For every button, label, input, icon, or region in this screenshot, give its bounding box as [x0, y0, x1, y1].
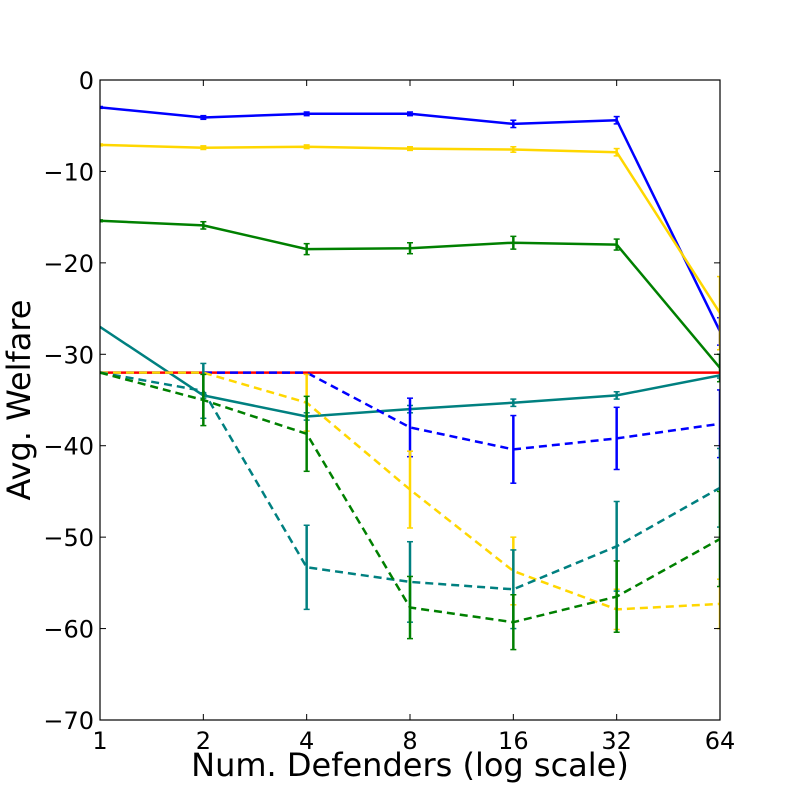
x-tick-label: 1	[92, 727, 107, 755]
y-axis-title: Avg. Welfare	[0, 300, 38, 501]
y-tick-label: −10	[43, 158, 94, 186]
x-tick-label: 8	[402, 727, 417, 755]
y-tick-label: 0	[79, 67, 94, 95]
ticks-layer: 1 2 4 8 16 32 64 0 −10 −20 −30 −40 −50 −60 −70	[43, 67, 735, 755]
plot-frame	[99, 79, 721, 721]
x-tick-label: 4	[299, 727, 314, 755]
x-tick-label: 32	[601, 727, 632, 755]
y-tick-label: −20	[43, 250, 94, 278]
series-blue-solid	[100, 105, 720, 346]
series-green-solid	[100, 219, 720, 383]
series-layer	[100, 105, 720, 651]
y-tick-label: −70	[43, 707, 94, 735]
series-green-dashed	[100, 371, 720, 651]
y-tick-label: −50	[43, 524, 94, 552]
series-gold-solid	[100, 143, 720, 351]
y-tick-label: −40	[43, 433, 94, 461]
series-blue-dashed	[100, 371, 720, 484]
y-tick-label: −60	[43, 616, 94, 644]
x-tick-label: 2	[196, 727, 211, 755]
x-tick-label: 16	[498, 727, 529, 755]
x-axis-title: Num. Defenders (log scale)	[191, 746, 629, 784]
y-tick-label: −30	[43, 341, 94, 369]
x-tick-label: 64	[705, 727, 736, 755]
